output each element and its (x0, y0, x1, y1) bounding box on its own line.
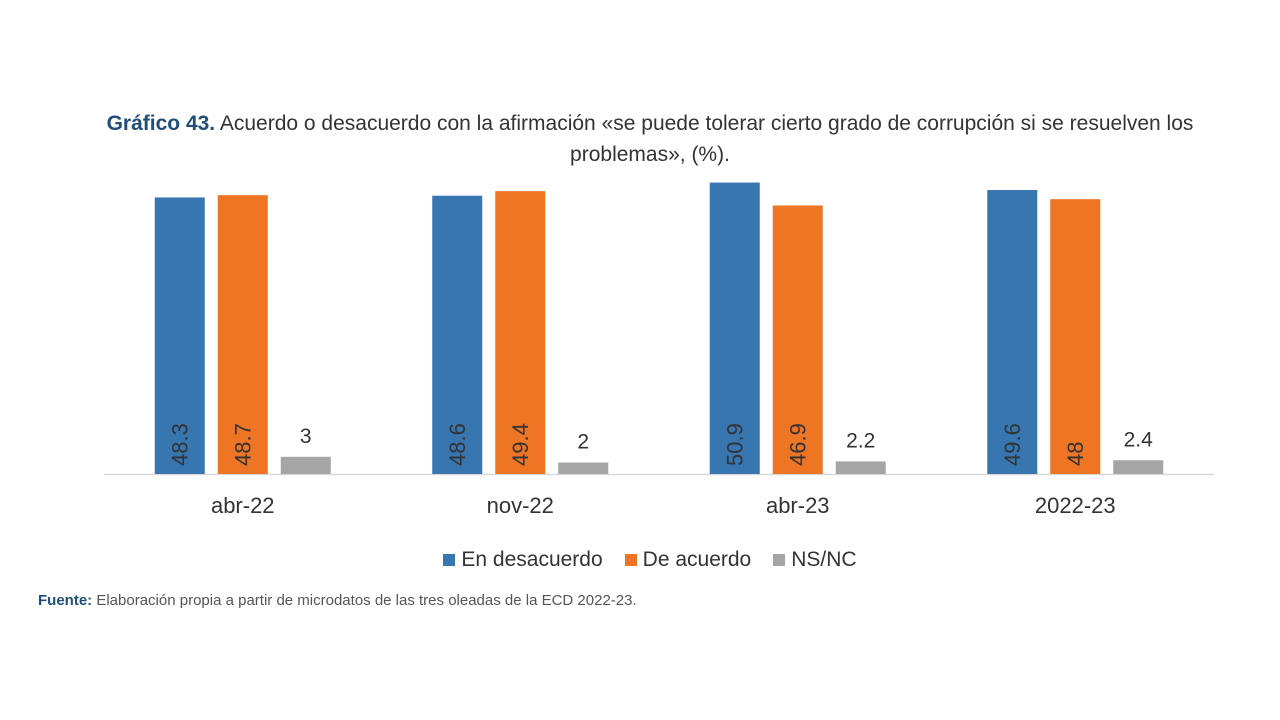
legend-swatch-de-acuerdo (624, 554, 637, 566)
data-label-en-desacuerdo-nov-22: 48.6 (445, 423, 470, 466)
data-label-ns-nc-nov-22: 2 (577, 431, 589, 454)
x-tick-label-abr-23: abr-23 (766, 493, 830, 518)
legend-item-ns-nc: NS/NC (773, 548, 857, 572)
source-text: Elaboración propia a partir de microdato… (96, 592, 637, 609)
data-label-de-acuerdo-nov-22: 49.4 (508, 423, 533, 466)
legend: En desacuerdo De acuerdo NS/NC (0, 548, 1280, 572)
source-label: Fuente: (38, 592, 93, 609)
data-label-ns-nc-abr-23: 2.2 (846, 429, 875, 452)
legend-item-de-acuerdo: De acuerdo (624, 548, 752, 572)
legend-swatch-en-desacuerdo (443, 554, 456, 566)
legend-label-de-acuerdo: De acuerdo (642, 548, 752, 571)
bar-de-acuerdo-nov-22 (495, 191, 546, 475)
legend-item-en-desacuerdo: En desacuerdo (443, 548, 603, 572)
chart-title: Gráfico 43. Acuerdo o desacuerdo con la … (60, 108, 1240, 170)
bar-de-acuerdo-2022-23 (1050, 199, 1101, 475)
bar-ns-nc-abr-22 (280, 456, 331, 474)
bar-en-desacuerdo-2022-23 (987, 190, 1038, 474)
bar-en-desacuerdo-abr-22 (154, 197, 205, 475)
bar-de-acuerdo-abr-23 (772, 205, 823, 475)
chart-title-label: Gráfico 43. (106, 112, 216, 135)
data-label-ns-nc-2022-23: 2.4 (1124, 428, 1154, 451)
chart-title-text: Acuerdo o desacuerdo con la afirmación «… (219, 112, 1194, 166)
data-label-ns-nc-abr-22: 3 (300, 425, 312, 448)
legend-swatch-ns-nc (773, 554, 786, 566)
bar-en-desacuerdo-abr-23 (709, 182, 760, 474)
data-label-de-acuerdo-abr-23: 46.9 (785, 423, 810, 466)
bar-ns-nc-abr-23 (835, 461, 886, 474)
source-note: Fuente: Elaboración propia a partir de m… (38, 592, 637, 609)
bar-en-desacuerdo-nov-22 (432, 195, 483, 474)
bar-de-acuerdo-abr-22 (217, 195, 268, 474)
legend-label-ns-nc: NS/NC (791, 548, 857, 571)
data-label-en-desacuerdo-2022-23: 49.6 (1000, 423, 1025, 466)
data-label-de-acuerdo-abr-22: 48.7 (230, 423, 255, 466)
bar-ns-nc-nov-22 (558, 462, 609, 474)
data-label-en-desacuerdo-abr-23: 50.9 (722, 423, 747, 466)
data-label-en-desacuerdo-abr-22: 48.3 (167, 423, 192, 466)
x-tick-label-nov-22: nov-22 (487, 493, 554, 518)
x-tick-label-2022-23: 2022-23 (1035, 493, 1116, 518)
bar-ns-nc-2022-23 (1113, 460, 1164, 474)
legend-label-en-desacuerdo: En desacuerdo (461, 548, 603, 571)
data-label-de-acuerdo-2022-23: 48 (1063, 442, 1088, 466)
x-tick-label-abr-22: abr-22 (211, 493, 275, 518)
